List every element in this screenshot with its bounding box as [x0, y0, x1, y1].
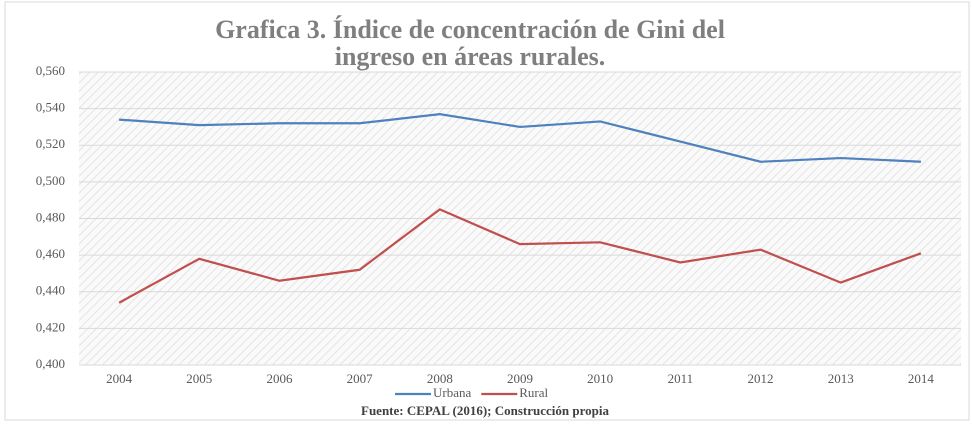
x-tick-label: 2011 [668, 371, 694, 386]
x-tick-label: 2013 [828, 371, 854, 386]
chart-title: Grafica 3. Índice de concentración de Gi… [215, 15, 725, 44]
y-tick-label: 0,400 [36, 356, 65, 371]
line-series [118, 208, 922, 304]
line-series [119, 113, 921, 163]
y-tick-label: 0,540 [36, 100, 65, 115]
y-tick-label: 0,480 [36, 209, 65, 224]
x-tick-label: 2004 [106, 371, 133, 386]
x-tick-label: 2009 [507, 371, 533, 386]
x-tick-label: 2008 [427, 371, 453, 386]
x-tick-label: 2006 [266, 371, 293, 386]
chart-frame [4, 1, 970, 421]
y-tick-label: 0,420 [36, 319, 65, 334]
x-tick-label: 2005 [186, 371, 212, 386]
x-tick-label: 2010 [587, 371, 613, 386]
x-tick-label: 2007 [347, 371, 374, 386]
y-tick-label: 0,500 [36, 173, 65, 188]
legend-label: Rural [519, 385, 548, 400]
x-tick-label: 2014 [908, 371, 935, 386]
y-tick-label: 0,440 [36, 283, 65, 298]
legend-label: Urbana [433, 385, 471, 400]
y-tick-label: 0,560 [36, 63, 65, 78]
y-tick-label: 0,520 [36, 136, 65, 151]
chart-title: ingreso en áreas rurales. [335, 42, 606, 71]
x-tick-label: 2012 [748, 371, 774, 386]
source-note: Fuente: CEPAL (2016); Construcción propi… [361, 403, 609, 418]
y-tick-label: 0,460 [36, 246, 65, 261]
